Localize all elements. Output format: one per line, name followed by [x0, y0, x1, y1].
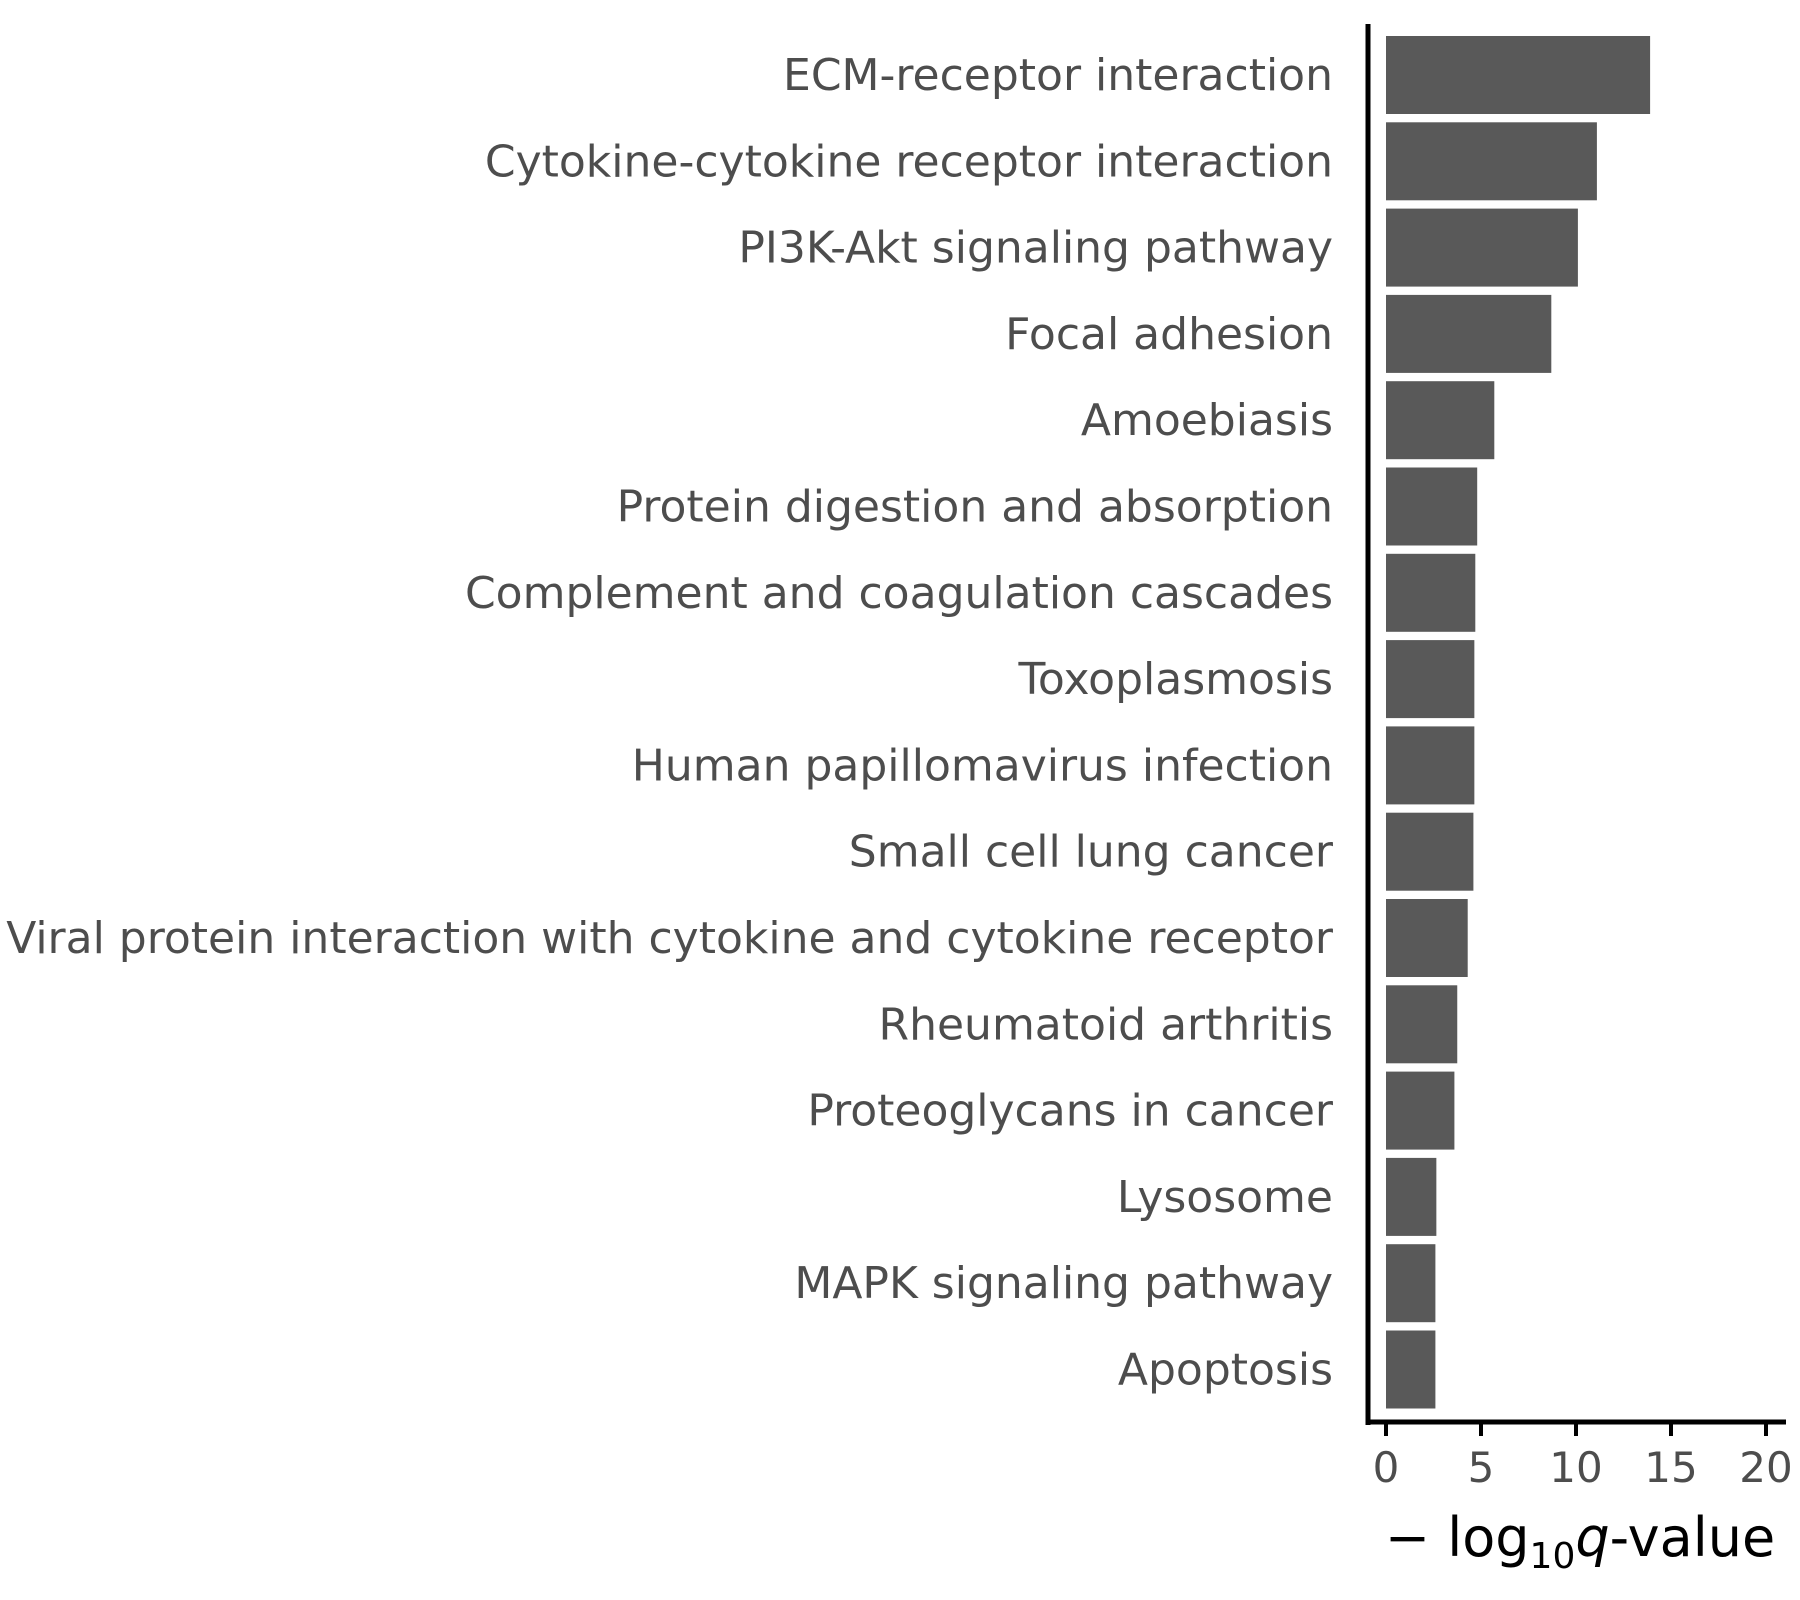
x-tick-label: 10: [1549, 1443, 1602, 1492]
category-label: PI3K-Akt signaling pathway: [738, 223, 1333, 274]
category-label: Small cell lung cancer: [849, 827, 1334, 878]
category-label: Rheumatoid arthritis: [879, 999, 1333, 1050]
x-tick-label: 0: [1373, 1443, 1400, 1492]
bar: [1386, 640, 1475, 719]
bar: [1386, 1330, 1436, 1409]
category-label: ECM-receptor interaction: [783, 50, 1333, 101]
bars: [1386, 36, 1651, 1409]
x-axis-title-prefix: − log: [1385, 1506, 1530, 1569]
category-label: Toxoplasmosis: [1018, 654, 1333, 705]
x-tick-label: 15: [1644, 1443, 1697, 1492]
bar: [1386, 294, 1552, 373]
category-label: Cytokine-cytokine receptor interaction: [485, 136, 1333, 187]
category-label: Viral protein interaction with cytokine …: [6, 913, 1334, 964]
bar: [1386, 1157, 1437, 1236]
category-label: MAPK signaling pathway: [794, 1258, 1333, 1309]
bar: [1386, 812, 1474, 891]
category-label: Lysosome: [1117, 1172, 1333, 1223]
x-axis-title: − log10q-value: [1385, 1506, 1775, 1577]
bar: [1386, 553, 1476, 632]
category-label: Amoebiasis: [1081, 395, 1333, 446]
bar: [1386, 1071, 1455, 1150]
x-tick-label: 5: [1468, 1443, 1495, 1492]
bar: [1386, 122, 1597, 201]
bar: [1386, 726, 1475, 805]
x-axis-ticks: 0 5 10 15 20: [1373, 1422, 1793, 1492]
category-labels: ECM-receptor interaction Cytokine-cytokin…: [6, 50, 1334, 1396]
x-axis-title-italic: q: [1575, 1506, 1609, 1569]
x-axis-title-subscript: 10: [1530, 1536, 1576, 1577]
bar: [1386, 208, 1578, 287]
category-label: Complement and coagulation cascades: [465, 568, 1333, 619]
bar: [1386, 985, 1458, 1064]
bar: [1386, 1244, 1436, 1323]
category-label: Apoptosis: [1118, 1345, 1333, 1396]
bar: [1386, 381, 1495, 460]
x-axis-title-suffix: -value: [1610, 1506, 1776, 1569]
x-tick-label: 20: [1739, 1443, 1792, 1492]
category-label: Protein digestion and absorption: [617, 482, 1333, 533]
bar: [1386, 467, 1478, 546]
bar: [1386, 899, 1468, 977]
category-label: Human papillomavirus infection: [632, 740, 1333, 791]
category-label: Focal adhesion: [1005, 309, 1333, 360]
bar: [1386, 36, 1651, 114]
category-label: Proteoglycans in cancer: [807, 1086, 1334, 1137]
